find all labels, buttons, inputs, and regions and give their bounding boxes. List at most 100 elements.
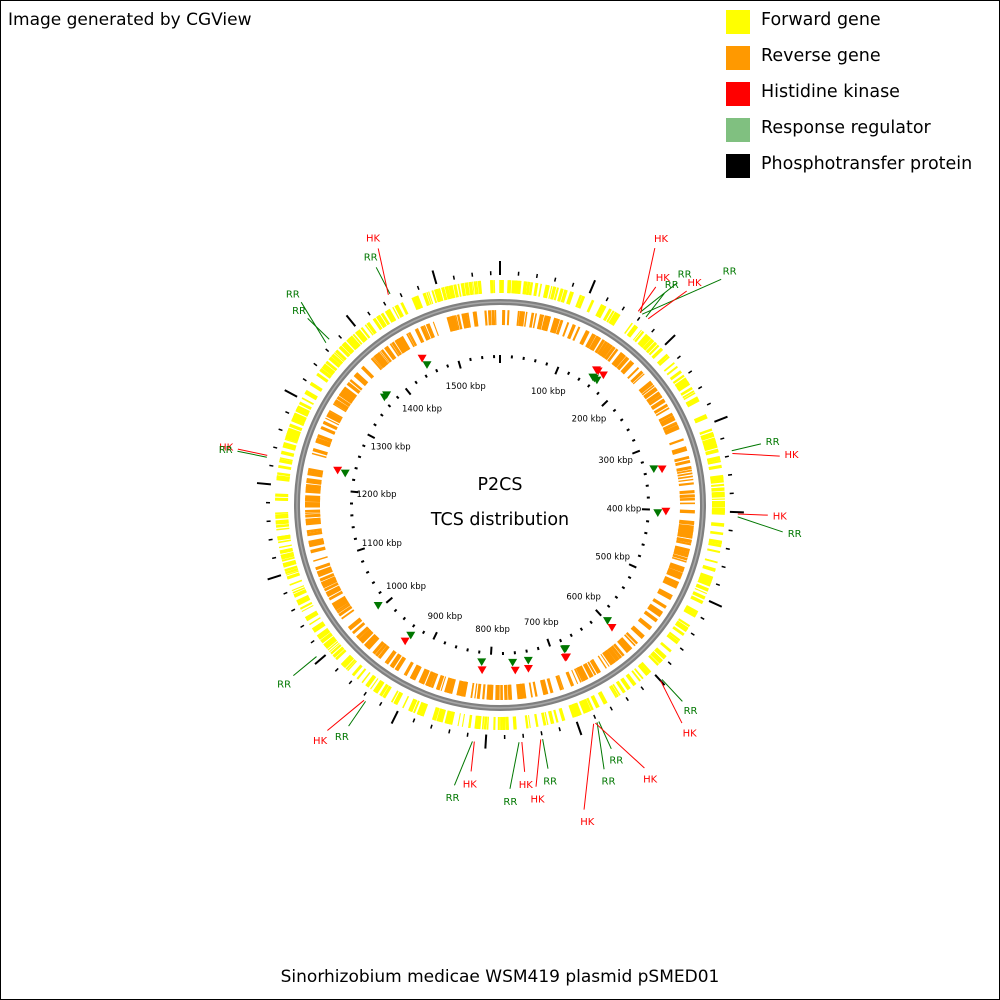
forward-gene	[643, 339, 655, 351]
hk-callout-label: HK	[643, 774, 658, 785]
forward-gene	[642, 338, 654, 350]
reverse-gene	[585, 662, 594, 677]
reverse-gene	[565, 671, 573, 687]
forward-gene	[568, 704, 576, 718]
reverse-gene	[516, 684, 521, 700]
outer-minor-tick	[721, 565, 726, 569]
forward-gene	[692, 591, 706, 600]
reverse-gene	[648, 604, 663, 615]
ruler-minor-tick	[525, 649, 528, 653]
forward-gene	[284, 565, 298, 571]
forward-gene	[411, 296, 420, 311]
forward-gene	[400, 302, 409, 315]
reverse-gene	[461, 313, 467, 329]
forward-gene	[710, 480, 724, 484]
reverse-gene	[638, 380, 653, 393]
forward-gene	[710, 474, 724, 480]
forward-gene	[461, 713, 466, 727]
reverse-gene	[328, 590, 344, 601]
reverse-gene	[432, 321, 439, 337]
reverse-gene	[644, 388, 658, 399]
reverse-gene	[333, 598, 348, 609]
forward-gene	[460, 282, 467, 297]
reverse-gene	[610, 645, 623, 659]
ruler-minor-tick	[371, 581, 376, 585]
forward-gene	[286, 570, 299, 576]
reverse-gene	[580, 330, 590, 346]
ruler-minor-tick	[536, 646, 540, 651]
reverse-gene	[620, 360, 632, 373]
forward-gene	[328, 357, 340, 368]
forward-gene	[485, 716, 488, 730]
ruler-label: 1000 kbp	[386, 582, 426, 592]
forward-gene	[672, 627, 684, 636]
rr-callout-label: RR	[292, 306, 306, 317]
forward-gene	[697, 578, 711, 587]
forward-gene	[475, 281, 479, 295]
reverse-gene	[678, 523, 694, 529]
hk-callout-label: HK	[519, 780, 534, 791]
rr-marker	[653, 509, 663, 517]
forward-gene	[428, 291, 434, 305]
reverse-gene	[436, 675, 445, 691]
reverse-gene	[430, 673, 439, 689]
reverse-gene	[358, 628, 372, 642]
forward-gene	[566, 291, 573, 305]
reverse-gene	[342, 389, 355, 400]
reverse-gene	[346, 381, 361, 394]
outer-minor-tick	[271, 556, 277, 560]
reverse-gene	[669, 562, 685, 571]
outer-minor-tick	[269, 464, 274, 467]
rr-marker	[373, 602, 383, 610]
forward-gene	[277, 539, 292, 544]
forward-gene	[660, 641, 672, 653]
forward-gene	[346, 338, 358, 351]
forward-gene	[279, 461, 293, 465]
rr-callout-label: RR	[219, 445, 233, 456]
reverse-gene	[586, 334, 597, 349]
reverse-gene	[379, 351, 390, 364]
reverse-gene	[668, 564, 685, 573]
forward-gene	[330, 644, 342, 655]
ruler-label: 100 kbp	[531, 387, 566, 397]
forward-gene	[331, 355, 342, 365]
forward-gene	[700, 572, 714, 579]
reverse-gene	[643, 386, 657, 398]
ruler-minor-tick	[446, 364, 450, 368]
reverse-gene	[361, 366, 374, 379]
swatch-phosphotransfer-protein	[726, 154, 750, 178]
reverse-gene	[549, 317, 557, 333]
forward-gene	[277, 534, 291, 540]
forward-gene	[445, 710, 451, 724]
outer-minor-tick	[625, 696, 629, 702]
reverse-gene	[659, 415, 675, 425]
outer-minor-tick	[724, 455, 730, 458]
outer-minor-tick	[338, 334, 343, 339]
rr-callout-label: RR	[766, 437, 780, 448]
ruler-major-tick	[367, 433, 376, 440]
forward-gene	[279, 548, 294, 555]
forward-gene	[356, 668, 367, 680]
forward-gene	[685, 605, 699, 614]
forward-gene	[426, 291, 432, 305]
reverse-gene	[679, 490, 695, 495]
reverse-gene	[372, 356, 384, 369]
reverse-gene	[662, 421, 677, 429]
reverse-gene	[317, 567, 333, 577]
reverse-gene	[518, 683, 523, 699]
ruler-minor-tick	[387, 404, 392, 408]
swatch-forward-gene	[726, 10, 750, 34]
forward-gene	[280, 553, 295, 560]
forward-gene	[648, 344, 660, 356]
hk-callout-line	[647, 290, 687, 320]
tcs-feature-track	[333, 354, 671, 675]
hk-callout-line	[327, 699, 365, 731]
reverse-gene	[389, 343, 400, 357]
forward-gene	[708, 538, 723, 545]
reverse-gene	[627, 367, 640, 380]
outer-minor-tick	[720, 437, 725, 440]
outer-minor-tick	[558, 727, 561, 732]
reverse-gene	[348, 618, 363, 631]
reverse-gene	[338, 393, 353, 404]
reverse-gene	[599, 342, 611, 357]
